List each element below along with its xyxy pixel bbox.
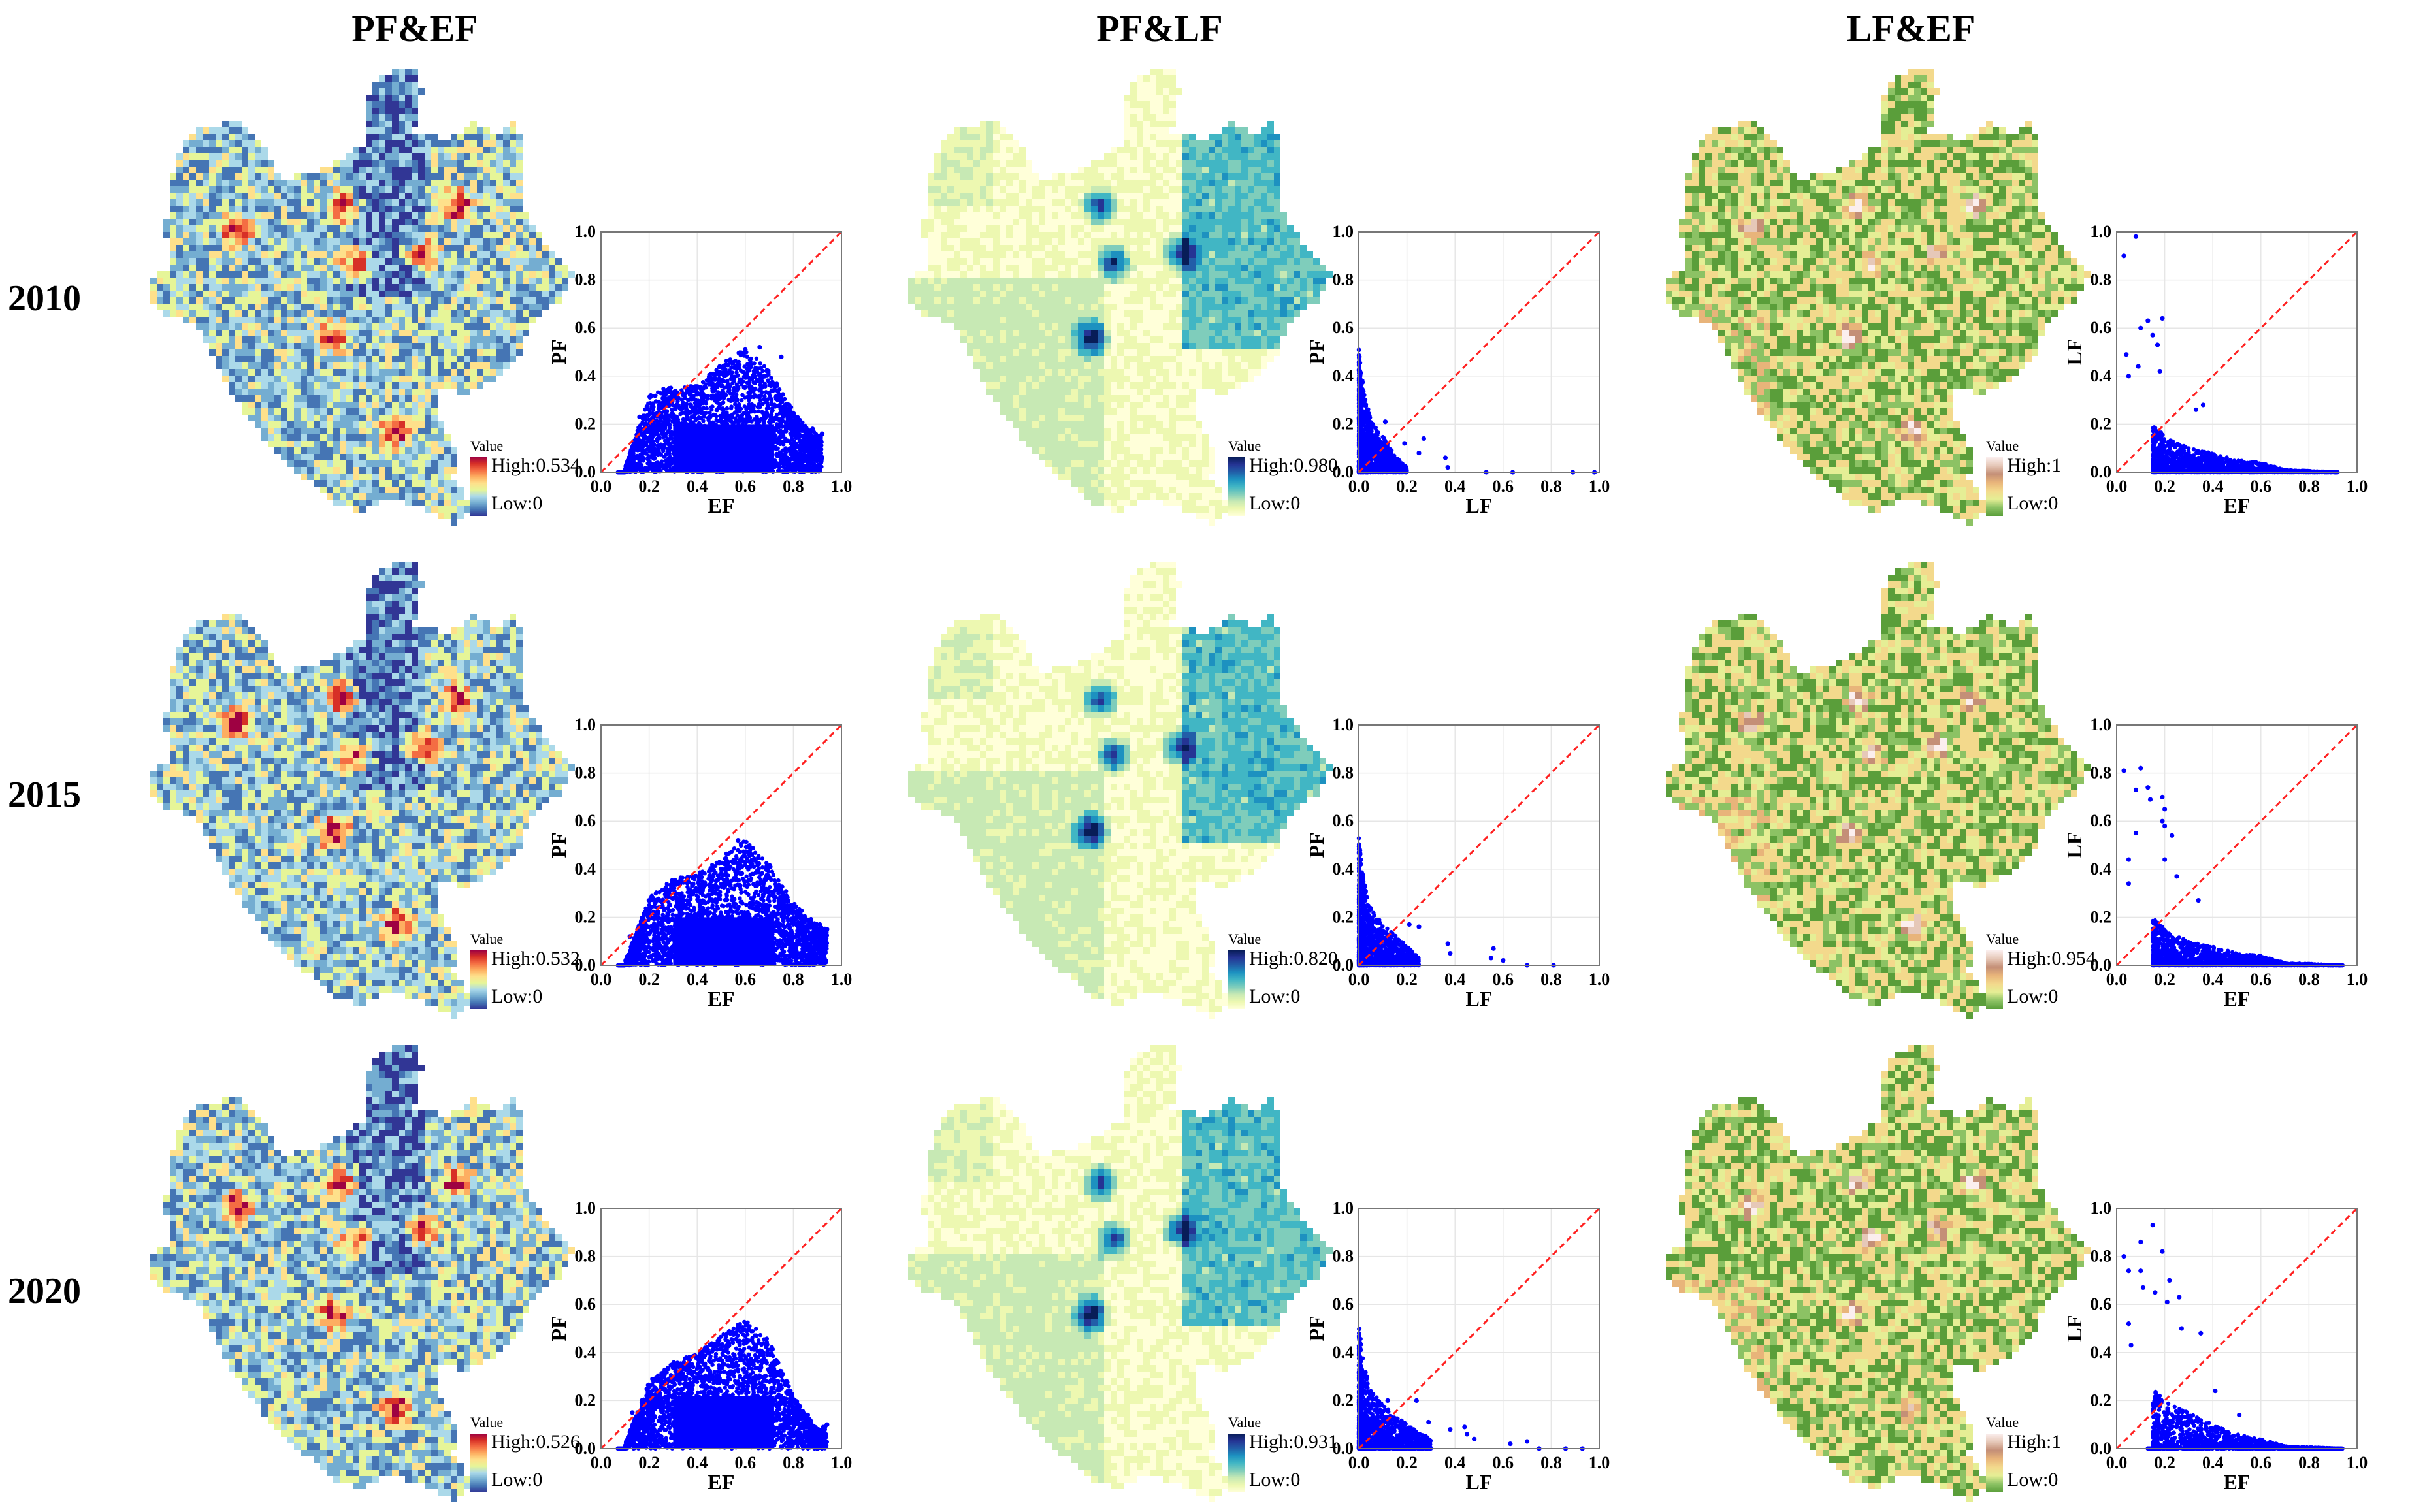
x-axis-label: EF <box>708 987 735 1010</box>
legend-title: Value <box>1986 438 2019 455</box>
legend-color-ramp <box>1228 1434 1245 1492</box>
legend-low-label: Low:0 <box>2007 1469 2058 1491</box>
legend-color-ramp <box>470 457 487 516</box>
reference-line <box>1359 1208 1599 1449</box>
scatter-points <box>1357 1327 1585 1451</box>
x-axis-label: EF <box>708 494 735 517</box>
legend-title: Value <box>1986 931 2019 948</box>
legend-low-label: Low:0 <box>1249 986 1300 1008</box>
x-axis-label: LF <box>1466 987 1493 1010</box>
y-axis-label: LF <box>2062 1315 2086 1342</box>
column-title-pf-ef: PF&EF <box>219 7 611 50</box>
legend-low-label: Low:0 <box>491 986 542 1008</box>
legend-color-ramp <box>470 1434 487 1492</box>
row-label-2015: 2015 <box>8 774 81 816</box>
legend-color-ramp <box>1228 950 1245 1009</box>
legend-title: Value <box>1228 1414 1261 1431</box>
x-axis-label: EF <box>2224 1470 2251 1494</box>
legend-low-label: Low:0 <box>2007 986 2058 1008</box>
column-title-lf-ef: LF&EF <box>1715 7 2107 50</box>
legend-title: Value <box>1228 438 1261 455</box>
scatter-points <box>2121 1223 2344 1451</box>
legend-low-label: Low:0 <box>1249 492 1300 515</box>
reference-line <box>1359 232 1599 472</box>
reference-line <box>1359 725 1599 965</box>
scatter-points <box>1357 347 1597 474</box>
y-axis-label: PF <box>547 832 570 858</box>
legend-title: Value <box>470 1414 503 1431</box>
legend-color-ramp <box>1986 457 2003 516</box>
legend-low-label: Low:0 <box>2007 492 2058 515</box>
legend-high-label: High:1 <box>2007 455 2061 477</box>
legend-title: Value <box>1986 1414 2019 1431</box>
legend-color-ramp <box>470 950 487 1009</box>
legend-high-label: High:1 <box>2007 1431 2061 1453</box>
y-axis-label: PF <box>547 1315 570 1341</box>
legend-color-ramp <box>1986 1434 2003 1492</box>
legend-title: Value <box>1228 931 1261 948</box>
legend-low-label: Low:0 <box>491 492 542 515</box>
x-axis-label: LF <box>1466 494 1493 517</box>
scatter-points <box>1357 836 1556 967</box>
legend-low-label: Low:0 <box>1249 1469 1300 1491</box>
y-axis-label: LF <box>2062 832 2086 859</box>
reference-line <box>2117 232 2357 472</box>
y-axis-label: PF <box>1305 832 1328 858</box>
x-axis-label: EF <box>2224 494 2251 517</box>
y-axis-label: LF <box>2062 339 2086 366</box>
scatter-points <box>2121 766 2345 968</box>
legend-color-ramp <box>1228 457 1245 516</box>
legend-low-label: Low:0 <box>491 1469 542 1491</box>
x-axis-label: LF <box>1466 1470 1493 1494</box>
y-axis-label: PF <box>1305 1315 1328 1341</box>
y-axis-label: PF <box>547 339 570 364</box>
x-axis-label: EF <box>708 1470 735 1494</box>
legend-title: Value <box>470 438 503 455</box>
y-axis-label: PF <box>1305 339 1328 364</box>
reference-line <box>2117 1208 2357 1449</box>
row-label-2010: 2010 <box>8 278 81 319</box>
legend-color-ramp <box>1986 950 2003 1009</box>
x-axis-label: EF <box>2224 987 2251 1010</box>
row-label-2020: 2020 <box>8 1270 81 1312</box>
scatter-points <box>2121 234 2339 474</box>
column-title-pf-lf: PF&LF <box>964 7 1356 50</box>
reference-line <box>2117 725 2357 965</box>
legend-title: Value <box>470 931 503 948</box>
